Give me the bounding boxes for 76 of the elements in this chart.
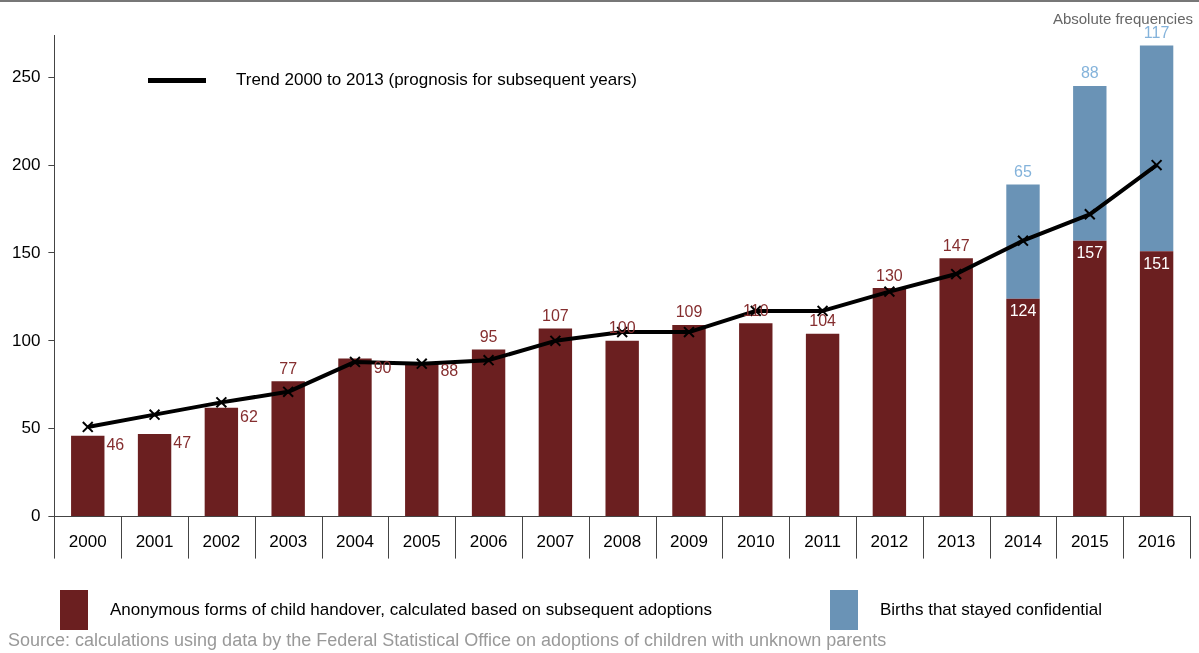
point [1017, 234, 1029, 247]
x-tick-label: 2004 [336, 532, 374, 552]
point [349, 355, 361, 368]
x-tick-label: 2009 [670, 532, 708, 552]
point [482, 354, 495, 367]
point [81, 421, 94, 433]
y-tick-label: 0 [30, 506, 41, 526]
data-label: 88 [1080, 64, 1099, 82]
legend-label: Births that stayed confidential [880, 600, 1103, 620]
data-label: 77 [279, 359, 298, 377]
bar [672, 325, 706, 517]
data-label: 130 [876, 266, 903, 284]
data-label: 147 [942, 236, 970, 254]
bar [1073, 240, 1107, 517]
bar [271, 381, 305, 517]
y-tick-label: 50 [21, 418, 41, 438]
point [148, 408, 161, 421]
bar [338, 358, 372, 517]
point [883, 285, 896, 298]
source-note: Source: calculations using data by the Federal Statistical Office on adoptions of children with unknown parents [8, 630, 887, 651]
x-tick-label: 2001 [135, 532, 174, 552]
bar [605, 340, 639, 517]
x-tick-label: 2006 [469, 532, 508, 552]
bar [137, 433, 172, 517]
point [1150, 159, 1163, 172]
x-tick-label: 2014 [1004, 532, 1042, 552]
data-label: 62 [240, 408, 258, 426]
bar [204, 407, 239, 517]
point [282, 385, 295, 398]
bar [939, 258, 973, 517]
bar [1006, 298, 1040, 517]
x-tick-label: 2002 [202, 532, 241, 552]
x-tick-label: 2008 [603, 532, 642, 552]
x-tick-label: 2010 [736, 532, 775, 552]
bar [739, 323, 773, 517]
point [1083, 208, 1096, 221]
data-label: 151 [1143, 254, 1171, 272]
bar [1073, 85, 1107, 241]
data-label: 157 [1076, 244, 1104, 262]
x-tick-label: 2003 [269, 532, 308, 552]
x-tick-label: 2013 [937, 532, 976, 552]
data-label: 95 [479, 328, 498, 346]
point [683, 326, 695, 338]
bar [805, 333, 840, 517]
bar [538, 328, 573, 517]
bar [71, 435, 105, 517]
bar [1006, 184, 1040, 299]
data-label: 107 [542, 306, 569, 324]
bar [1139, 45, 1174, 252]
point [950, 268, 963, 280]
y-tick-label: 150 [11, 242, 41, 262]
x-tick-label: 2000 [68, 532, 107, 552]
y-tick-label: 200 [11, 154, 41, 174]
data-label: 109 [675, 303, 703, 321]
data-label: 88 [440, 362, 459, 380]
x-tick-label: 2016 [1137, 532, 1176, 552]
x-tick-label: 2007 [536, 532, 575, 552]
x-tick-label: 2011 [804, 532, 841, 552]
data-label: 46 [106, 436, 125, 454]
x-tick-label: 2005 [402, 532, 441, 552]
x-tick-label: 2015 [1070, 532, 1109, 552]
legend-label: Anonymous forms of child handover, calculated based on subsequent adoptions [110, 600, 713, 620]
y-tick-label: 250 [11, 66, 41, 86]
legend-label: Trend 2000 to 2013 (prognosis for subsequent years) [236, 70, 638, 90]
point [549, 334, 562, 347]
bar [471, 349, 506, 517]
data-label: 104 [809, 312, 837, 330]
bar [1139, 251, 1174, 517]
data-label: 124 [1009, 302, 1037, 320]
point [415, 357, 428, 370]
point [215, 396, 228, 409]
x-tick-label: 2012 [870, 532, 909, 552]
data-label: 47 [173, 434, 192, 452]
y-tick-label: 100 [11, 330, 41, 350]
data-label: 65 [1014, 162, 1032, 180]
bar [872, 288, 907, 517]
